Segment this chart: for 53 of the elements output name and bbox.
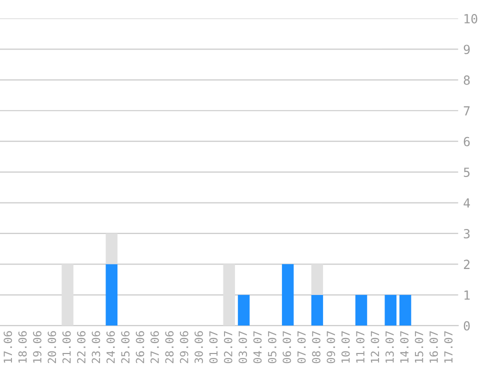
bar: [355, 294, 368, 326]
x-tick-label: 15.07: [414, 331, 424, 363]
x-tick-label: 16.07: [430, 331, 438, 363]
bar: [311, 294, 324, 326]
x-tick-label: 11.07: [356, 331, 364, 363]
x-tick-label: 23.06: [92, 331, 100, 364]
x-tick-label: 24.06: [106, 331, 115, 364]
x-tick-label: 06.07: [282, 331, 292, 364]
y-tick-label: 2: [464, 260, 470, 269]
x-tick-label: 30.06: [194, 331, 203, 364]
x-tick-label: 25.06: [121, 331, 130, 364]
bar: [384, 294, 396, 326]
x-tick-label: 04.07: [253, 331, 262, 364]
x-tick-label: 18.06: [18, 331, 27, 363]
x-tick-label: 17.07: [444, 331, 453, 363]
x-tick-label: 14.07: [400, 331, 409, 363]
x-tick-label: 10.07: [341, 331, 350, 363]
x-tick-label: 12.07: [370, 331, 380, 363]
y-tick-label: 4: [464, 198, 470, 208]
x-tick-label: 19.06: [33, 331, 42, 363]
x-tick-label: 13.07: [385, 331, 394, 363]
x-tick-label: 07.07: [297, 331, 306, 364]
y-tick-label: 8: [464, 75, 470, 85]
y-tick-label: 0: [464, 321, 470, 331]
x-tick-label: 05.07: [268, 331, 276, 364]
bar: [311, 264, 324, 295]
y-tick-label: 3: [464, 228, 470, 238]
x-tick-label: 27.06: [150, 331, 159, 364]
y-tick-label: 9: [464, 44, 470, 54]
bar: [62, 264, 74, 326]
x-tick-label: 21.06: [62, 331, 71, 364]
x-tick-label: 17.06: [4, 331, 12, 363]
x-tick-label: 02.07: [224, 331, 232, 364]
x-tick-label: 28.06: [165, 331, 174, 364]
x-tick-label: 03.07: [238, 331, 248, 364]
y-tick-label: 1: [464, 290, 470, 300]
y-tick-label: 6: [464, 136, 470, 146]
bar: [282, 264, 294, 326]
x-tick-label: 20.06: [48, 331, 56, 364]
bar: [106, 233, 118, 264]
x-tick-label: 01.07: [209, 331, 218, 364]
bar: [223, 264, 235, 326]
bar: [238, 294, 250, 326]
x-tick-label: 29.06: [180, 331, 188, 364]
x-tick-label: 26.06: [136, 331, 144, 364]
x-tick-label: 22.06: [77, 331, 86, 364]
x-tick-label: 09.07: [326, 331, 336, 364]
y-tick-label: 10: [464, 14, 478, 24]
x-tick-label: 08.07: [312, 331, 320, 364]
y-tick-label: 5: [464, 168, 470, 178]
bar: [106, 264, 118, 326]
y-tick-label: 7: [464, 106, 470, 116]
bar: [399, 294, 412, 326]
